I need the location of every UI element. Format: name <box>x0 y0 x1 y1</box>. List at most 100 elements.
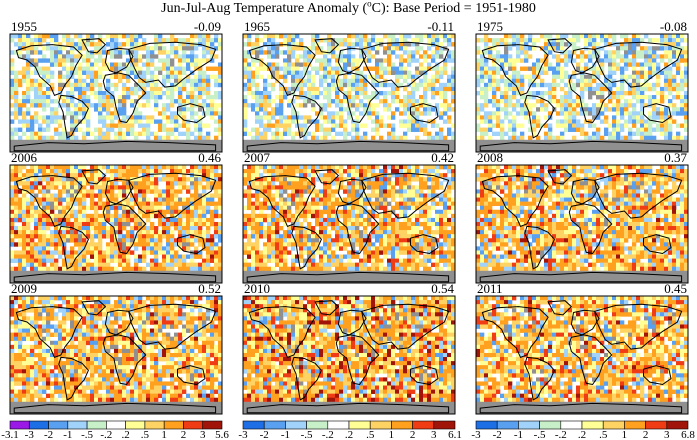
anomaly-cell <box>267 115 272 120</box>
anomaly-cell <box>38 242 43 247</box>
anomaly-cell <box>206 74 211 80</box>
anomaly-cell <box>323 139 328 145</box>
anomaly-cell <box>106 42 111 47</box>
anomaly-cell <box>54 242 59 247</box>
anomaly-cell <box>26 258 31 263</box>
anomaly-cell <box>331 111 336 116</box>
anomaly-cell <box>30 177 35 182</box>
anomaly-cell <box>267 99 272 104</box>
anomaly-cell <box>26 197 31 202</box>
anomaly-cell <box>524 143 529 149</box>
anomaly-cell <box>311 34 316 39</box>
anomaly-cell <box>70 111 75 116</box>
anomaly-cell <box>259 99 264 104</box>
anomaly-cell <box>10 270 15 276</box>
anomaly-cell <box>299 42 304 47</box>
anomaly-cell <box>130 213 135 219</box>
anomaly-cell <box>275 139 280 145</box>
anomaly-cell <box>327 103 332 108</box>
anomaly-cell <box>178 62 183 67</box>
anomaly-cell <box>375 115 380 120</box>
anomaly-cell <box>624 66 629 71</box>
anomaly-cell <box>86 169 91 174</box>
anomaly-cell <box>524 111 529 116</box>
anomaly-cell <box>508 42 513 47</box>
anomaly-cell <box>78 66 83 71</box>
anomaly-cell <box>279 107 284 112</box>
anomaly-cell <box>419 99 424 104</box>
anomaly-cell <box>174 201 179 206</box>
anomaly-cell <box>106 230 111 235</box>
anomaly-cell <box>684 74 689 80</box>
anomaly-cell <box>375 147 380 153</box>
anomaly-cell <box>279 99 284 104</box>
anomaly-cell <box>114 185 119 190</box>
anomaly-cell <box>182 274 187 280</box>
anomaly-cell <box>612 78 617 84</box>
anomaly-cell <box>536 62 541 67</box>
anomaly-cell <box>335 58 340 63</box>
anomaly-cell <box>182 147 187 153</box>
anomaly-cell <box>170 34 175 39</box>
anomaly-cell <box>476 147 481 153</box>
anomaly-cell <box>580 147 585 153</box>
anomaly-cell <box>323 58 328 63</box>
anomaly-cell <box>22 189 27 194</box>
anomaly-cell <box>122 131 127 137</box>
anomaly-cell <box>46 34 51 39</box>
anomaly-cell <box>407 165 412 170</box>
anomaly-cell <box>82 135 87 141</box>
anomaly-cell <box>154 209 159 215</box>
anomaly-cell <box>58 274 63 280</box>
anomaly-cell <box>174 274 179 280</box>
anomaly-cell <box>652 127 657 132</box>
anomaly-cell <box>279 34 284 39</box>
anomaly-cell <box>500 54 505 59</box>
anomaly-cell <box>18 111 23 116</box>
anomaly-cell <box>395 46 400 51</box>
anomaly-cell <box>10 58 15 63</box>
anomaly-cell <box>214 46 219 51</box>
anomaly-cell <box>10 103 15 108</box>
anomaly-cell <box>508 58 513 63</box>
anomaly-cell <box>560 143 565 149</box>
anomaly-cell <box>166 70 171 75</box>
anomaly-cell <box>536 147 541 153</box>
anomaly-cell <box>26 270 31 276</box>
anomaly-cell <box>90 90 95 96</box>
anomaly-cell <box>158 274 163 280</box>
anomaly-cell <box>315 90 320 96</box>
anomaly-cell <box>271 143 276 149</box>
anomaly-cell <box>672 50 677 55</box>
anomaly-cell <box>74 254 79 259</box>
anomaly-cell <box>202 99 207 104</box>
anomaly-cell <box>672 34 677 39</box>
anomaly-cell <box>407 127 412 132</box>
anomaly-cell <box>447 50 452 55</box>
anomaly-cell <box>363 131 368 137</box>
anomaly-cell <box>243 58 248 63</box>
anomaly-cell <box>492 139 497 145</box>
coastline-south-america <box>524 94 555 139</box>
anomaly-cell <box>443 103 448 108</box>
anomaly-cell <box>18 250 23 255</box>
anomaly-cell <box>351 58 356 63</box>
anomaly-cell <box>42 169 47 174</box>
anomaly-cell <box>283 38 288 43</box>
anomaly-cell <box>62 139 67 145</box>
anomaly-cell <box>552 38 557 43</box>
anomaly-cell <box>275 135 280 141</box>
anomaly-cell <box>303 115 308 120</box>
anomaly-cell <box>178 197 183 202</box>
anomaly-cell <box>295 62 300 67</box>
anomaly-cell <box>319 127 324 132</box>
anomaly-cell <box>22 123 27 128</box>
anomaly-cell <box>644 131 649 137</box>
anomaly-cell <box>210 278 215 284</box>
anomaly-cell <box>14 115 19 120</box>
anomaly-cell <box>54 165 59 170</box>
anomaly-cell <box>190 42 195 47</box>
anomaly-cell <box>154 193 159 198</box>
anomaly-cell <box>331 143 336 149</box>
anomaly-cell <box>42 46 47 51</box>
